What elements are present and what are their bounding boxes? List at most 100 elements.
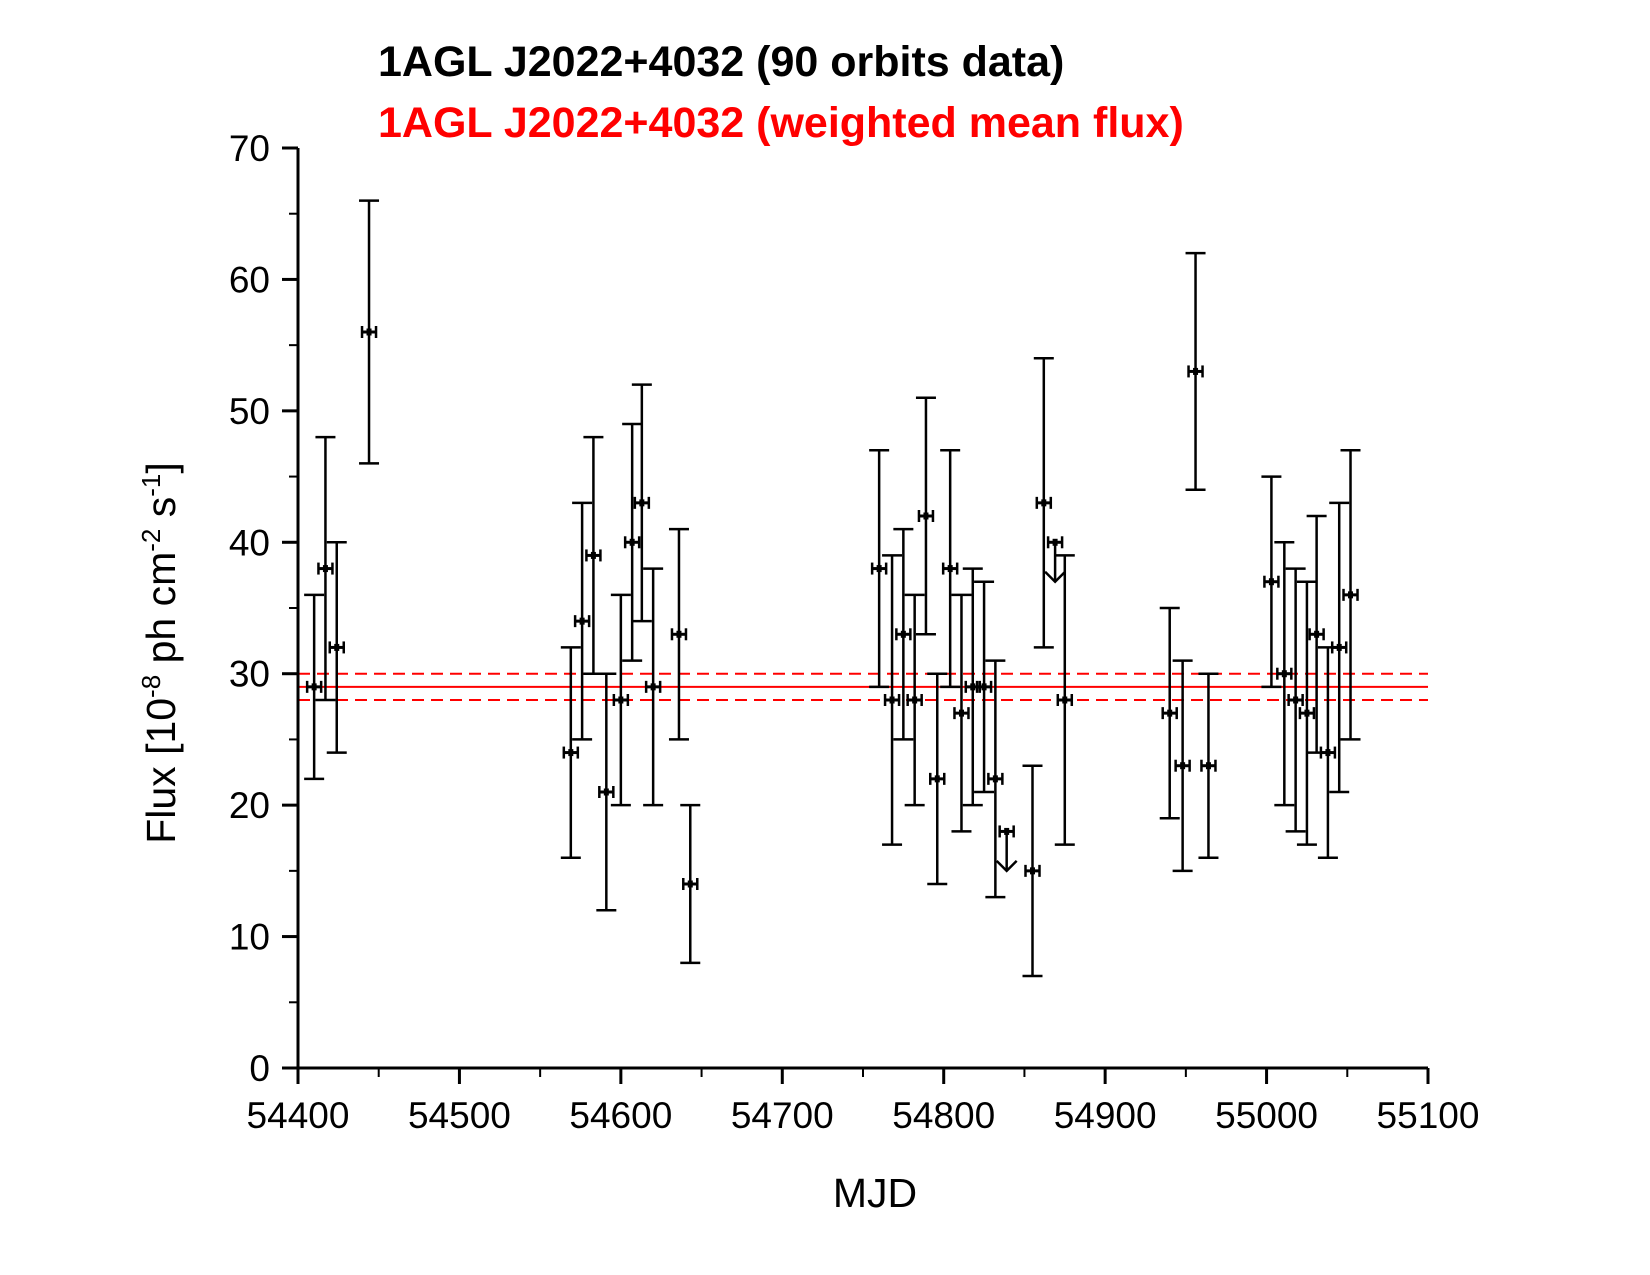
marker-dot — [970, 683, 976, 691]
marker-dot — [366, 328, 372, 336]
data-point — [1172, 659, 1193, 873]
data-point — [1285, 567, 1306, 833]
y-tick-label: 0 — [249, 1048, 270, 1089]
data-point — [326, 541, 347, 754]
data-point — [583, 435, 604, 675]
y-tick-label: 50 — [229, 391, 270, 432]
marker-dot — [992, 775, 998, 783]
data-point — [1329, 501, 1350, 794]
marker-dot — [876, 565, 882, 573]
data-point — [1022, 764, 1043, 978]
x-tick-label: 54700 — [731, 1095, 834, 1136]
y-tick-label: 40 — [229, 522, 270, 563]
data-point — [1306, 514, 1327, 754]
data-point — [668, 527, 689, 741]
marker-dot — [629, 538, 635, 546]
data-point — [643, 567, 664, 807]
marker-dot — [639, 499, 645, 507]
marker-dot — [322, 565, 328, 573]
data-point — [1159, 606, 1180, 820]
marker-dot — [1180, 762, 1186, 770]
x-tick-label: 55000 — [1215, 1095, 1318, 1136]
data-point — [1261, 475, 1282, 689]
data-point — [572, 501, 593, 741]
marker-dot — [1268, 578, 1274, 586]
data-point — [1198, 672, 1219, 859]
chart-titles: 1AGL J2022+4032 (90 orbits data) 1AGL J2… — [378, 38, 1184, 147]
data-point — [680, 803, 701, 965]
upper-limit-point — [1044, 536, 1066, 584]
data-point — [1317, 646, 1338, 859]
x-axis-label: MJD — [833, 1170, 917, 1216]
data-point — [622, 422, 643, 662]
data-point — [882, 554, 903, 846]
data-point — [596, 672, 617, 912]
x-tick-label: 54400 — [247, 1095, 350, 1136]
data-point — [1296, 580, 1317, 846]
chart-title-mean: 1AGL J2022+4032 (weighted mean flux) — [378, 99, 1184, 147]
data-point — [315, 435, 336, 702]
mean-flux-lines — [298, 672, 1428, 701]
data-point — [610, 593, 631, 807]
data-point — [1340, 449, 1361, 741]
x-tick-label: 54900 — [1054, 1095, 1157, 1136]
marker-dot — [687, 880, 693, 888]
marker-dot — [1030, 867, 1035, 875]
down-arrow-icon — [1044, 570, 1066, 584]
marker-dot — [334, 643, 340, 651]
y-tick-label: 30 — [229, 654, 270, 695]
marker-dot — [1314, 630, 1320, 638]
x-tick-label: 54600 — [569, 1095, 672, 1136]
marker-dot — [603, 788, 609, 796]
marker-dot — [934, 775, 940, 783]
marker-dot — [568, 749, 574, 757]
marker-dot — [676, 630, 682, 638]
y-axis-label: Flux [10-8 ph cm-2 s-1] — [136, 462, 184, 844]
x-tick-label: 54800 — [892, 1095, 995, 1136]
data-point — [560, 646, 581, 859]
marker-dot — [1304, 709, 1310, 717]
marker-dot — [981, 683, 987, 691]
marker-dot — [311, 683, 317, 691]
marker-dot — [912, 696, 918, 704]
marker-dot — [590, 551, 596, 559]
marker-dot — [650, 683, 656, 691]
data-point — [904, 593, 925, 807]
marker-dot — [1348, 591, 1354, 599]
marker-dot — [618, 696, 624, 704]
data-points — [304, 199, 1361, 978]
data-point — [940, 449, 961, 689]
upper-limit-point — [995, 825, 1018, 873]
marker-dot — [923, 512, 929, 520]
data-point — [962, 567, 983, 807]
marker-dot — [1205, 762, 1211, 770]
data-point — [359, 199, 380, 465]
x-tick-label: 55100 — [1377, 1095, 1480, 1136]
data-point — [631, 383, 652, 623]
marker-dot — [1325, 749, 1331, 757]
marker-dot — [579, 617, 585, 625]
x-tick-label: 54500 — [408, 1095, 511, 1136]
y-tick-label: 60 — [229, 259, 270, 300]
marker-dot — [900, 630, 906, 638]
data-point — [927, 672, 948, 886]
marker-dot — [889, 696, 895, 704]
marker-dot — [1062, 696, 1068, 704]
marker-dot — [947, 565, 953, 573]
data-point — [1033, 357, 1054, 649]
data-point — [985, 659, 1006, 899]
marker-dot — [1336, 643, 1342, 651]
marker-dot — [958, 709, 964, 717]
y-tick-label: 70 — [229, 128, 270, 169]
data-point — [915, 396, 936, 636]
down-arrow-icon — [995, 859, 1018, 873]
marker-dot — [1293, 696, 1299, 704]
marker-dot — [1193, 367, 1199, 375]
data-point — [1185, 251, 1206, 491]
y-tick-label: 10 — [229, 917, 270, 958]
chart-title-data: 1AGL J2022+4032 (90 orbits data) — [378, 38, 1064, 86]
marker-dot — [1281, 670, 1287, 678]
data-point — [869, 449, 890, 689]
data-point — [1054, 554, 1075, 846]
